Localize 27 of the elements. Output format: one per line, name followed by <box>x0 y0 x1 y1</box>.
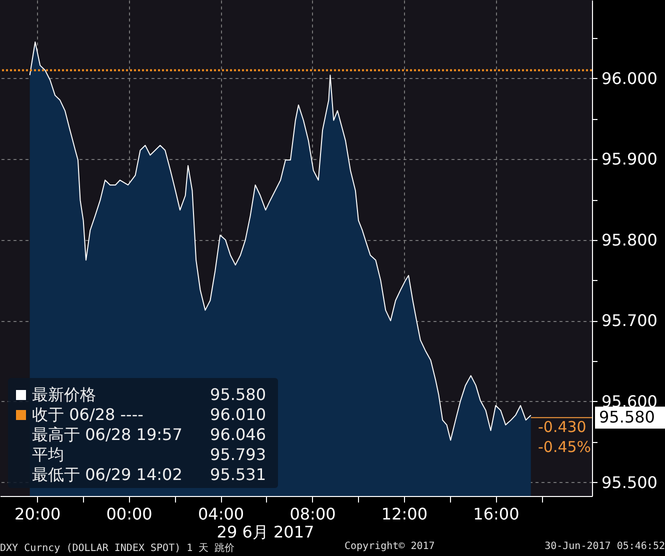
annotation: 最低于 06/29 14:02 <box>32 464 182 486</box>
text: 30-Jun-2017 05:46:52 <box>544 541 665 554</box>
annotation: 平均 <box>32 444 64 466</box>
text: DXY Curncy (DOLLAR INDEX SPOT) 1 天 跳价 <box>0 542 235 555</box>
x-tick-label: 08:00 <box>290 504 336 524</box>
annotation: 最新价格 <box>32 384 96 406</box>
annotation: 最高于 06/28 19:57 <box>32 424 182 446</box>
annotation: 95.531 <box>210 464 266 486</box>
annotation: 96.010 <box>210 404 266 426</box>
x-tick-label: 00:00 <box>106 504 152 524</box>
y-tick-label: 95.800 <box>602 230 658 250</box>
annotation: 95.580 <box>210 384 266 406</box>
annotation: -0.45% <box>538 438 592 456</box>
x-tick-label: 20:00 <box>14 504 61 524</box>
annotation: 收于 06/28 ---- <box>32 404 144 426</box>
x-tick-label: 16:00 <box>473 504 520 524</box>
x-axis-title: 29 6月 2017 <box>216 522 314 542</box>
annotation: -0.430 <box>538 418 586 436</box>
annotation: 95.793 <box>210 444 266 466</box>
y-tick-label: 95.900 <box>602 150 658 169</box>
text: Copyright© 2017 <box>344 541 435 554</box>
annotation: 96.046 <box>210 424 266 446</box>
y-tick-label: 95.500 <box>602 472 658 492</box>
x-tick-label: 12:00 <box>381 504 428 524</box>
y-tick-label: 96.000 <box>602 68 658 88</box>
y-tick-label: 95.700 <box>602 311 658 330</box>
x-tick-label: 04:00 <box>198 504 244 524</box>
